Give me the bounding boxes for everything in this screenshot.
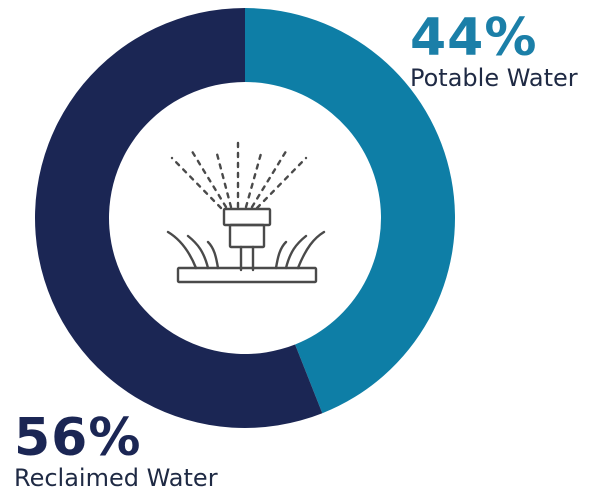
sprinkler-icon — [166, 138, 326, 284]
slice-reclaimed-water — [35, 8, 323, 428]
slice-potable-water — [245, 8, 456, 414]
reclaimed-percent: 56% — [14, 408, 142, 468]
reclaimed-label-block: 56% Reclaimed Water — [14, 412, 218, 492]
reclaimed-label: Reclaimed Water — [14, 464, 218, 492]
donut-slices — [35, 8, 456, 428]
potable-percent: 44% — [410, 8, 538, 68]
potable-label: Potable Water — [410, 64, 578, 92]
potable-label-block: 44% Potable Water — [410, 12, 578, 92]
